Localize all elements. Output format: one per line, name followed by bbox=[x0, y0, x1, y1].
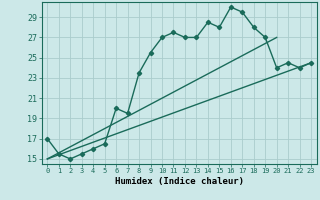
X-axis label: Humidex (Indice chaleur): Humidex (Indice chaleur) bbox=[115, 177, 244, 186]
